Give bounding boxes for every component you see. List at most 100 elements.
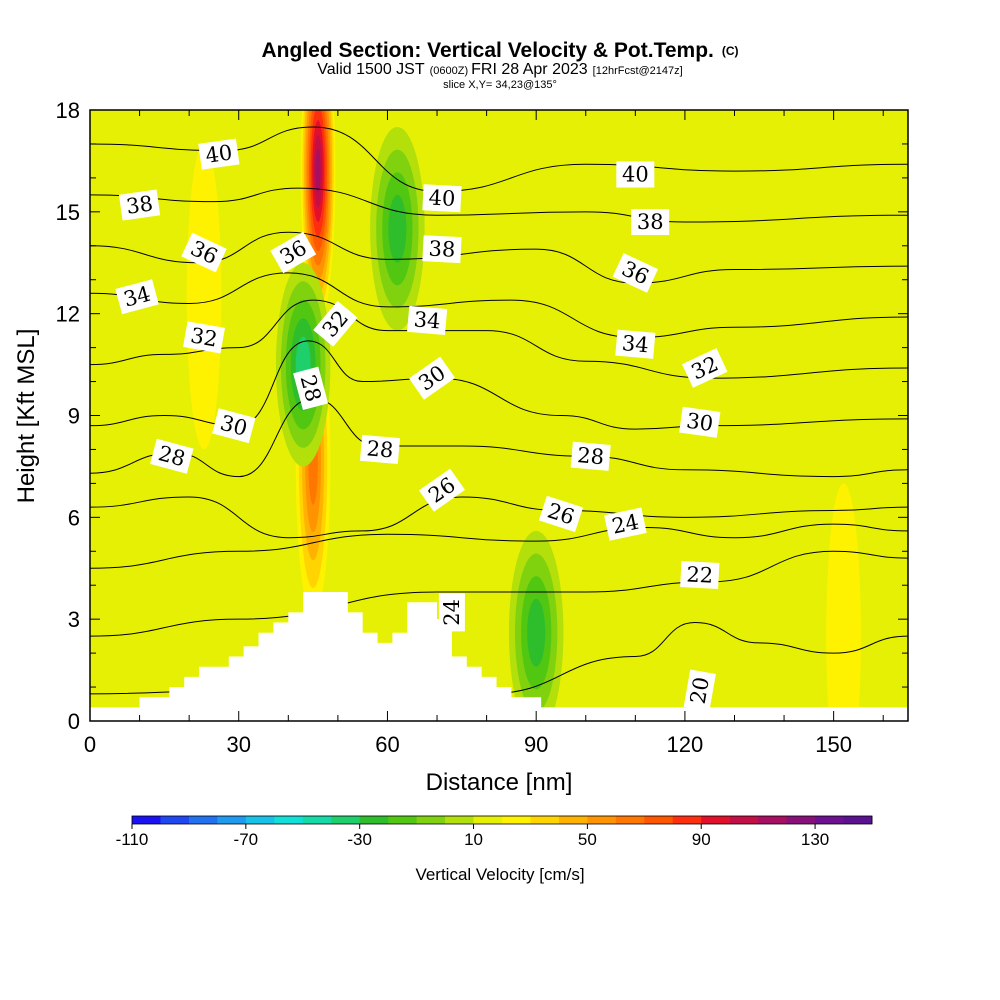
contour-label: 32	[313, 300, 358, 347]
colorbar-tick-label: -70	[234, 830, 259, 849]
colorbar-tick-label: -110	[116, 830, 149, 849]
isentrope-34	[90, 272, 908, 338]
contour-label: 30	[212, 408, 256, 444]
contour-label: 34	[115, 279, 159, 315]
y-tick-label: 9	[68, 404, 80, 429]
colorbar-swatch	[160, 816, 190, 824]
svg-text:28: 28	[366, 436, 395, 462]
contour-label: 38	[631, 209, 670, 236]
isentrope-38	[90, 187, 908, 223]
x-tick-label: 60	[375, 732, 399, 757]
chart-subtitle: Valid 1500 JST (0600Z) FRI 28 Apr 2023 [12h…	[317, 61, 682, 78]
updraft-core-6	[826, 483, 861, 721]
x-tick-label: 90	[524, 732, 548, 757]
colorbar-swatch	[388, 816, 418, 824]
contour-label: 34	[615, 329, 656, 359]
svg-text:22: 22	[686, 562, 714, 587]
chart-title: Angled Section: Vertical Velocity & Pot.…	[261, 39, 738, 62]
velocity-band	[826, 483, 861, 721]
colorbar-swatch	[644, 816, 674, 824]
y-axis-label: Height [Kft MSL]	[13, 329, 40, 504]
colorbar-swatch	[843, 816, 873, 824]
contour-label: 40	[198, 138, 240, 170]
colorbar-swatch	[530, 816, 560, 824]
updraft-core-0	[300, 110, 336, 324]
isentrope-28	[90, 398, 908, 478]
colorbar-tick-label: 90	[692, 830, 711, 849]
y-tick-label: 0	[68, 709, 80, 734]
colorbar-swatch	[416, 816, 446, 824]
svg-text:24: 24	[440, 599, 464, 626]
colorbar-swatch	[758, 816, 788, 824]
x-axis-label: Distance [nm]	[426, 769, 573, 796]
colorbar-swatch	[217, 816, 247, 824]
svg-text:24: 24	[610, 510, 641, 539]
updraft-core-5	[186, 143, 222, 450]
colorbar-swatch	[331, 816, 361, 824]
svg-text:40: 40	[204, 140, 234, 167]
colorbar-tick-label: 130	[801, 830, 829, 849]
svg-text:20: 20	[686, 675, 714, 705]
svg-text:40: 40	[622, 162, 649, 186]
y-tick-label: 12	[56, 302, 80, 327]
contour-label: 38	[422, 235, 462, 264]
svg-text:32: 32	[189, 323, 219, 351]
x-tick-label: 150	[815, 732, 852, 757]
contour-label: 24	[604, 507, 647, 541]
contour-label: 38	[118, 189, 161, 221]
contour-label: 20	[683, 669, 716, 712]
colorbar-swatch	[274, 816, 304, 824]
colorbar-swatch	[786, 816, 816, 824]
isentrope-22	[90, 550, 908, 637]
colorbar	[131, 815, 873, 825]
plot-area	[90, 110, 908, 721]
x-tick-label: 30	[226, 732, 250, 757]
colorbar-tick-label: 10	[464, 830, 483, 849]
colorbar-swatch	[445, 816, 474, 824]
y-tick-label: 3	[68, 607, 80, 632]
contour-label: 30	[679, 406, 721, 438]
contour-label: 22	[680, 561, 720, 590]
svg-text:34: 34	[413, 307, 442, 333]
downdraft-core-3	[370, 126, 425, 331]
colorbar-swatch	[615, 816, 645, 824]
contour-label: 32	[183, 321, 225, 354]
contour-label: 28	[150, 438, 194, 474]
slice-label: slice X,Y= 34,23@135°	[443, 79, 557, 91]
contour-label: 24	[438, 593, 465, 632]
colorbar-swatch	[245, 816, 275, 824]
colorbar-swatch	[132, 816, 161, 824]
contour-label: 34	[407, 305, 448, 336]
y-tick-label: 6	[68, 505, 80, 530]
terrain-mask	[90, 592, 908, 721]
colorbar-swatch	[672, 816, 702, 824]
isentrope-26	[90, 496, 908, 539]
colorbar-tick-label: 50	[578, 830, 597, 849]
svg-text:38: 38	[637, 210, 664, 234]
contour-label: 28	[570, 441, 611, 471]
colorbar-label: Vertical Velocity [cm/s]	[415, 865, 584, 884]
colorbar-swatch	[502, 816, 531, 824]
colorbar-swatch	[188, 816, 218, 824]
y-tick-label: 15	[56, 200, 80, 225]
velocity-band	[388, 194, 407, 263]
velocity-band	[315, 149, 321, 193]
contour-label: 28	[359, 434, 401, 465]
y-tick-label: 18	[56, 98, 80, 123]
velocity-band	[186, 143, 222, 450]
downdraft-core-2	[275, 262, 331, 467]
colorbar-swatch	[302, 816, 332, 824]
colorbar-frame	[131, 815, 873, 825]
svg-text:40: 40	[428, 186, 456, 211]
downdraft-core-4	[508, 530, 564, 721]
colorbar-swatch	[587, 816, 617, 824]
svg-text:34: 34	[621, 331, 650, 357]
colorbar-swatch	[359, 816, 389, 824]
colorbar-swatch	[473, 816, 503, 824]
colorbar-swatch	[815, 816, 844, 824]
colorbar-tick-label: -30	[347, 830, 372, 849]
svg-text:38: 38	[125, 191, 155, 218]
contour-label: 40	[422, 184, 462, 213]
contour-label: 40	[616, 161, 655, 188]
